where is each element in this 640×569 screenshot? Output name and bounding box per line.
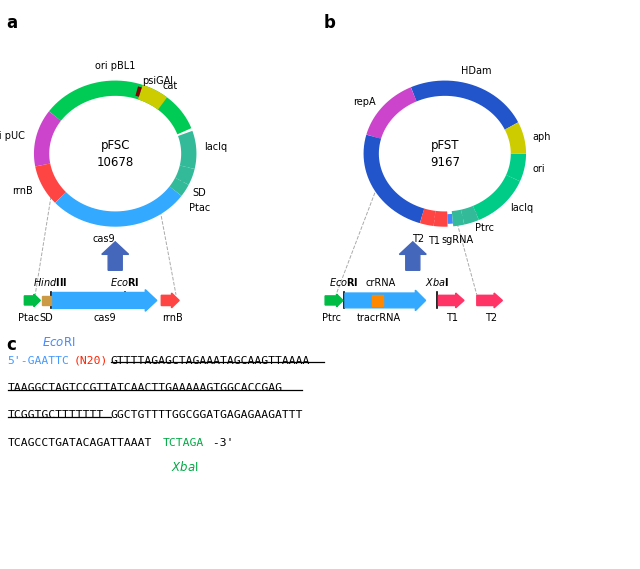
Text: pFSC
10678: pFSC 10678 (97, 139, 134, 168)
Text: $\mathit{Eco}$RI: $\mathit{Eco}$RI (329, 276, 358, 288)
Text: crRNA: crRNA (365, 278, 396, 288)
Text: $\mathit{Eco}$RI: $\mathit{Eco}$RI (42, 336, 75, 349)
FancyArrow shape (24, 294, 40, 307)
Text: $\mathit{Eco}$RI: $\mathit{Eco}$RI (110, 276, 140, 288)
Text: $\mathit{Xba}$I: $\mathit{Xba}$I (171, 460, 198, 475)
Text: $\mathit{Xba}$I: $\mathit{Xba}$I (425, 276, 449, 288)
Text: Ptac: Ptac (189, 204, 210, 213)
Text: cas9: cas9 (93, 234, 115, 244)
Bar (372, 295, 383, 306)
Text: Ptrc: Ptrc (476, 224, 495, 233)
Text: SD: SD (39, 313, 53, 323)
FancyArrow shape (477, 293, 502, 308)
Text: pFST
9167: pFST 9167 (430, 139, 460, 168)
Bar (42, 296, 51, 305)
Text: lacIq: lacIq (204, 142, 228, 152)
Text: a: a (6, 14, 17, 32)
FancyArrow shape (102, 242, 129, 270)
Text: aph: aph (532, 132, 551, 142)
FancyArrow shape (345, 290, 426, 311)
Text: TCTAGA: TCTAGA (163, 438, 204, 448)
FancyArrow shape (325, 294, 343, 307)
Text: Ptac: Ptac (19, 313, 40, 323)
Text: rrnB: rrnB (163, 313, 183, 323)
Text: cas9: cas9 (93, 313, 116, 323)
Text: TCGGTGCTTTTTTT: TCGGTGCTTTTTTT (8, 410, 104, 420)
Text: T1: T1 (428, 236, 440, 246)
Text: HDam: HDam (461, 66, 492, 76)
Text: sgRNA: sgRNA (442, 236, 474, 245)
Text: -3': -3' (206, 438, 234, 448)
Text: ori pUC: ori pUC (0, 131, 24, 142)
Text: T2: T2 (485, 313, 497, 323)
FancyArrow shape (399, 242, 426, 270)
FancyArrow shape (52, 290, 157, 311)
Text: GGCTGTTTTGGCGGATGAGAGAAGATTT: GGCTGTTTTGGCGGATGAGAGAAGATTT (111, 410, 303, 420)
Text: $\mathit{H}$$\mathit{ind}$III: $\mathit{H}$$\mathit{ind}$III (33, 276, 68, 288)
Text: TAAGGCTAGTCCGTTATCAACTTGAAAAAGTGGCACCGAG: TAAGGCTAGTCCGTTATCAACTTGAAAAAGTGGCACCGAG (8, 383, 283, 393)
Text: T1: T1 (447, 313, 458, 323)
Text: b: b (323, 14, 335, 32)
Text: c: c (6, 336, 16, 354)
Text: (N20): (N20) (74, 356, 108, 366)
Text: TCAGCCTGATACAGATTAAAT: TCAGCCTGATACAGATTAAAT (8, 438, 152, 448)
Text: lacIq: lacIq (510, 203, 534, 213)
Text: ori: ori (532, 164, 545, 174)
Text: psiGAl: psiGAl (142, 76, 173, 85)
Text: GTTTTAGAGCTAGAAATAGCAAGTTAAAA: GTTTTAGAGCTAGAAATAGCAAGTTAAAA (111, 356, 310, 366)
Text: 5'-GAATTC: 5'-GAATTC (8, 356, 70, 366)
Text: repA: repA (353, 97, 376, 108)
Text: SD: SD (193, 188, 207, 199)
FancyArrow shape (161, 293, 179, 308)
Text: Ptrc: Ptrc (322, 313, 341, 323)
Text: tracrRNA: tracrRNA (357, 313, 401, 323)
FancyArrow shape (438, 293, 464, 308)
Text: rrnB: rrnB (12, 186, 33, 196)
Text: T2: T2 (412, 234, 424, 244)
Text: ori pBL1: ori pBL1 (95, 61, 136, 71)
Text: cat: cat (163, 81, 178, 91)
